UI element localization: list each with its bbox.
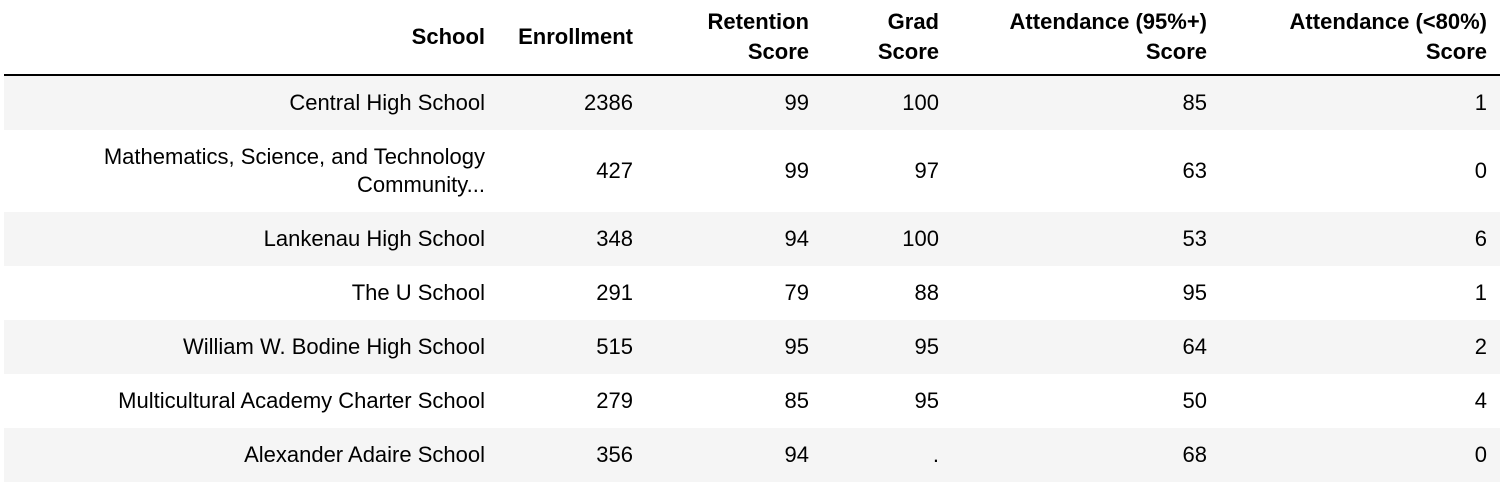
cell-attendance-95-score: 85 [952, 75, 1220, 130]
cell-grad-score: 97 [822, 130, 952, 212]
cell-retention-score: 94 [646, 212, 822, 266]
cell-attendance-80-score: 6 [1220, 212, 1500, 266]
cell-attendance-80-score: 4 [1220, 374, 1500, 428]
header-label-line1: Retention [707, 9, 809, 34]
column-header-retention-score: Retention Score [646, 0, 822, 76]
school-name-line1: Mathematics, Science, and Technology [103, 144, 485, 169]
column-header-enrollment: Enrollment [498, 0, 646, 76]
table-row: Alexander Adaire School 356 94 . 68 0 [4, 428, 1500, 482]
table-header: School Enrollment Retention Score Grad S… [4, 0, 1500, 76]
header-label-line2: Score [1425, 39, 1487, 64]
column-header-attendance-95-score: Attendance (95%+) Score [952, 0, 1220, 76]
school-name: Multicultural Academy Charter School [118, 388, 485, 413]
cell-attendance-80-score: 2 [1220, 320, 1500, 374]
cell-attendance-95-score: 53 [952, 212, 1220, 266]
header-label-line2: Score [747, 39, 809, 64]
school-name: The U School [351, 280, 485, 305]
cell-attendance-95-score: 95 [952, 266, 1220, 320]
column-header-attendance-80-score: Attendance (<80%) Score [1220, 0, 1500, 76]
column-header-grad-score: Grad Score [822, 0, 952, 76]
cell-attendance-95-score: 50 [952, 374, 1220, 428]
cell-attendance-95-score: 68 [952, 428, 1220, 482]
cell-grad-score: . [822, 428, 952, 482]
data-table: School Enrollment Retention Score Grad S… [4, 0, 1500, 482]
cell-attendance-80-score: 0 [1220, 130, 1500, 212]
cell-retention-score: 79 [646, 266, 822, 320]
cell-attendance-80-score: 1 [1220, 75, 1500, 130]
cell-attendance-80-score: 0 [1220, 428, 1500, 482]
header-label-line1: Attendance (<80%) [1289, 9, 1487, 34]
cell-school: Central High School [4, 75, 498, 130]
cell-retention-score: 95 [646, 320, 822, 374]
cell-enrollment: 279 [498, 374, 646, 428]
cell-school: Mathematics, Science, and Technology Com… [4, 130, 498, 212]
cell-grad-score: 95 [822, 320, 952, 374]
cell-school: William W. Bodine High School [4, 320, 498, 374]
cell-retention-score: 99 [646, 75, 822, 130]
header-label-line2: Score [877, 39, 939, 64]
table-row: Mathematics, Science, and Technology Com… [4, 130, 1500, 212]
cell-enrollment: 291 [498, 266, 646, 320]
column-header-school: School [4, 0, 498, 76]
cell-attendance-80-score: 1 [1220, 266, 1500, 320]
table-row: Central High School 2386 99 100 85 1 [4, 75, 1500, 130]
cell-school: Lankenau High School [4, 212, 498, 266]
cell-enrollment: 348 [498, 212, 646, 266]
header-row: School Enrollment Retention Score Grad S… [4, 0, 1500, 76]
cell-enrollment: 356 [498, 428, 646, 482]
cell-retention-score: 94 [646, 428, 822, 482]
header-label-line1: Grad [887, 9, 939, 34]
cell-retention-score: 99 [646, 130, 822, 212]
school-name: Lankenau High School [263, 226, 485, 251]
table-row: William W. Bodine High School 515 95 95 … [4, 320, 1500, 374]
cell-school: The U School [4, 266, 498, 320]
cell-school: Alexander Adaire School [4, 428, 498, 482]
header-label: Enrollment [518, 24, 633, 49]
cell-grad-score: 95 [822, 374, 952, 428]
cell-school: Multicultural Academy Charter School [4, 374, 498, 428]
cell-grad-score: 88 [822, 266, 952, 320]
table-row: Lankenau High School 348 94 100 53 6 [4, 212, 1500, 266]
header-label: School [411, 24, 485, 49]
cell-grad-score: 100 [822, 212, 952, 266]
cell-attendance-95-score: 63 [952, 130, 1220, 212]
header-label-line2: Score [1145, 39, 1207, 64]
table-row: Multicultural Academy Charter School 279… [4, 374, 1500, 428]
cell-attendance-95-score: 64 [952, 320, 1220, 374]
school-name: Central High School [289, 90, 485, 115]
cell-retention-score: 85 [646, 374, 822, 428]
school-name: Alexander Adaire School [244, 442, 485, 467]
school-name: William W. Bodine High School [182, 334, 485, 359]
school-name-line2: Community... [357, 172, 485, 197]
cell-enrollment: 427 [498, 130, 646, 212]
cell-grad-score: 100 [822, 75, 952, 130]
table-body: Central High School 2386 99 100 85 1 Mat… [4, 75, 1500, 482]
header-label-line1: Attendance (95%+) [1009, 9, 1207, 34]
cell-enrollment: 515 [498, 320, 646, 374]
table-row: The U School 291 79 88 95 1 [4, 266, 1500, 320]
cell-enrollment: 2386 [498, 75, 646, 130]
